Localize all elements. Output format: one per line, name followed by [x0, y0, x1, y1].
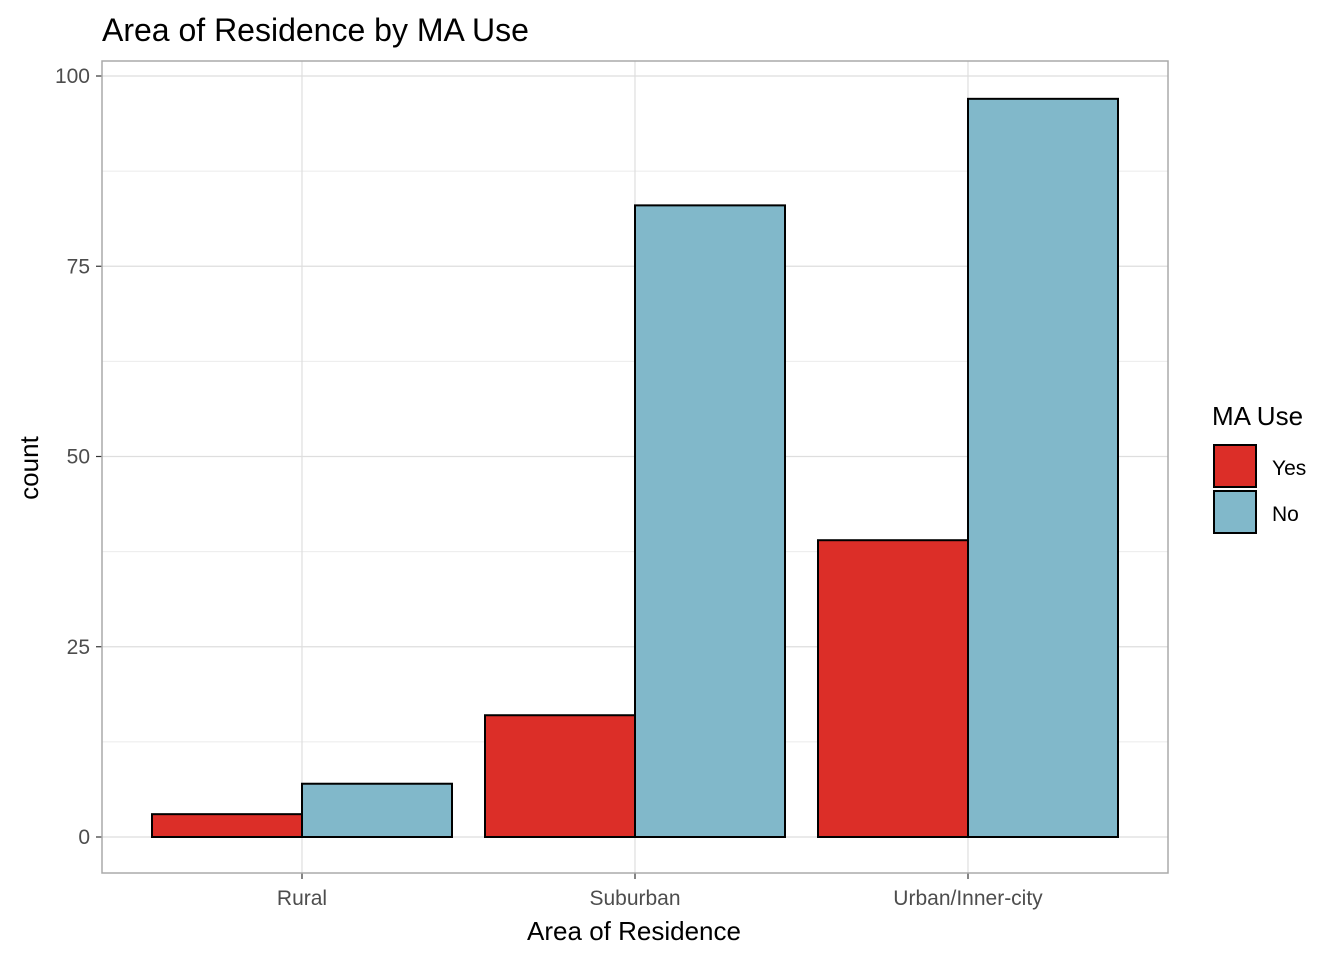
y-axis-label: count: [14, 435, 44, 499]
bar-yes-suburban: [484, 714, 636, 838]
y-tick-label: 75: [67, 255, 90, 278]
legend-label-yes: Yes: [1272, 457, 1306, 480]
legend-key-yes: [1213, 444, 1257, 488]
x-tick-label: Urban/Inner-city: [893, 887, 1043, 910]
y-tick-label: 0: [78, 826, 90, 849]
x-tick-label: Rural: [277, 887, 327, 910]
y-tick-label: 50: [67, 446, 90, 469]
bar-no-urban-inner-city: [967, 97, 1119, 838]
legend-label-no: No: [1272, 503, 1299, 526]
x-tick-label: Suburban: [589, 887, 680, 910]
plot-border: [101, 60, 1169, 874]
bar-yes-rural: [151, 813, 303, 838]
y-tick-label: 100: [55, 65, 90, 88]
x-axis: Rural Suburban Urban/Inner-city: [277, 873, 1043, 910]
bar-yes-urban-inner-city: [817, 539, 969, 839]
bar-no-suburban: [634, 204, 786, 838]
legend: MA Use Yes No: [1212, 401, 1306, 534]
x-axis-label: Area of Residence: [527, 916, 741, 946]
y-axis: 0 25 50 75 100: [55, 65, 102, 849]
bars-group: [151, 97, 1119, 839]
chart-title: Area of Residence by MA Use: [102, 12, 529, 48]
legend-title: MA Use: [1212, 401, 1303, 431]
legend-key-no: [1213, 490, 1257, 534]
bar-no-rural: [301, 782, 453, 838]
y-tick-label: 25: [67, 636, 90, 659]
